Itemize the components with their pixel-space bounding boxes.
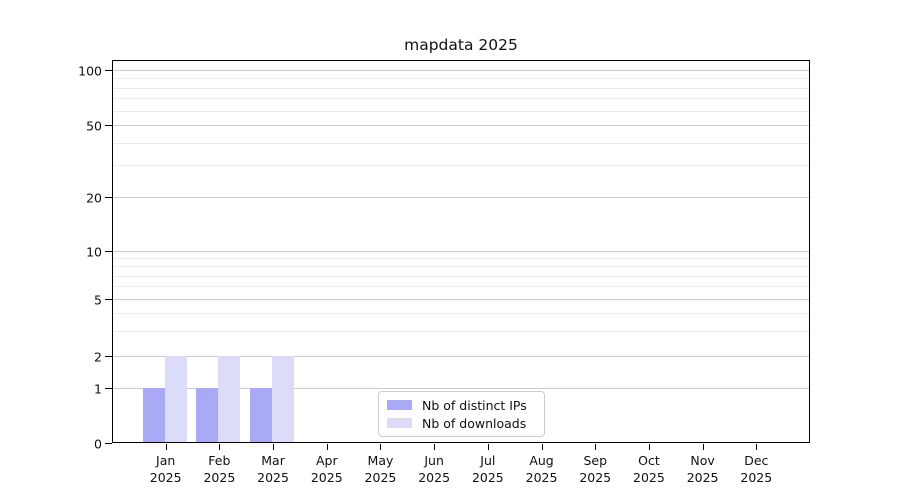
y-tick-label: 0 — [94, 436, 102, 451]
y-tick-mark — [105, 251, 112, 252]
bar-downloads — [165, 355, 187, 442]
y-gridline — [113, 125, 809, 126]
y-tick-label: 1 — [94, 381, 102, 396]
y-gridline — [113, 299, 809, 300]
x-tick-label: Jul 2025 — [471, 453, 504, 485]
y-tick-label: 20 — [86, 190, 102, 205]
bar-distinct-ips — [143, 388, 165, 442]
y-gridline — [113, 356, 809, 357]
bar-downloads — [272, 355, 294, 442]
legend-entry-distinct-ips: Nb of distinct IPs — [387, 396, 536, 414]
y-tick-label: 2 — [94, 349, 102, 364]
y-gridline-minor — [113, 78, 809, 79]
y-gridline-minor — [113, 88, 809, 89]
x-tick-mark — [649, 444, 650, 450]
y-gridline-minor — [113, 286, 809, 287]
x-tick-label: Feb 2025 — [203, 453, 236, 485]
x-tick-label: Mar 2025 — [257, 453, 289, 485]
y-gridline — [113, 388, 809, 389]
bar-distinct-ips — [196, 388, 218, 442]
x-tick-mark — [273, 444, 274, 450]
legend-label: Nb of distinct IPs — [422, 397, 527, 413]
y-gridline-minor — [113, 313, 809, 314]
x-tick-label: Apr 2025 — [310, 453, 343, 485]
y-gridline — [113, 70, 809, 71]
y-gridline-minor — [113, 111, 809, 112]
y-tick-label: 100 — [78, 63, 102, 78]
y-gridline-minor — [113, 331, 809, 332]
y-tick-mark — [105, 70, 112, 71]
x-tick-label: Jun 2025 — [418, 453, 451, 485]
x-tick-mark — [595, 444, 596, 450]
y-tick-label: 5 — [94, 292, 102, 307]
y-tick-mark — [105, 443, 112, 444]
x-tick-mark — [542, 444, 543, 450]
x-tick-label: Aug 2025 — [525, 453, 558, 485]
y-tick-label: 50 — [86, 118, 102, 133]
legend-swatch-downloads — [387, 418, 412, 428]
y-gridline-minor — [113, 143, 809, 144]
x-tick-mark — [219, 444, 220, 450]
x-tick-mark — [756, 444, 757, 450]
y-tick-mark — [105, 356, 112, 357]
y-tick-mark — [105, 299, 112, 300]
x-tick-label: Oct 2025 — [633, 453, 665, 485]
x-tick-label: Dec 2025 — [740, 453, 773, 485]
x-tick-mark — [703, 444, 704, 450]
legend-entry-downloads: Nb of downloads — [387, 414, 536, 432]
y-gridline-minor — [113, 98, 809, 99]
x-tick-mark — [327, 444, 328, 450]
legend-label: Nb of downloads — [422, 415, 527, 431]
y-tick-mark — [105, 197, 112, 198]
legend: Nb of distinct IPs Nb of downloads — [378, 391, 545, 437]
y-tick-mark — [105, 388, 112, 389]
x-tick-label: Sep 2025 — [579, 453, 612, 485]
x-tick-mark — [166, 444, 167, 450]
bar-downloads — [218, 355, 240, 442]
y-gridline-minor — [113, 258, 809, 259]
bar-distinct-ips — [250, 388, 272, 442]
legend-swatch-distinct-ips — [387, 400, 412, 410]
y-gridline-minor — [113, 266, 809, 267]
x-tick-mark — [434, 444, 435, 450]
x-tick-label: May 2025 — [364, 453, 397, 485]
y-gridline — [113, 197, 809, 198]
y-gridline-minor — [113, 165, 809, 166]
y-gridline — [113, 251, 809, 252]
x-tick-label: Jan 2025 — [149, 453, 182, 485]
x-tick-mark — [380, 444, 381, 450]
y-tick-label: 10 — [86, 244, 102, 259]
y-gridline-minor — [113, 276, 809, 277]
chart-title: mapdata 2025 — [404, 36, 518, 54]
x-tick-label: Nov 2025 — [686, 453, 719, 485]
x-tick-mark — [488, 444, 489, 450]
y-tick-mark — [105, 125, 112, 126]
